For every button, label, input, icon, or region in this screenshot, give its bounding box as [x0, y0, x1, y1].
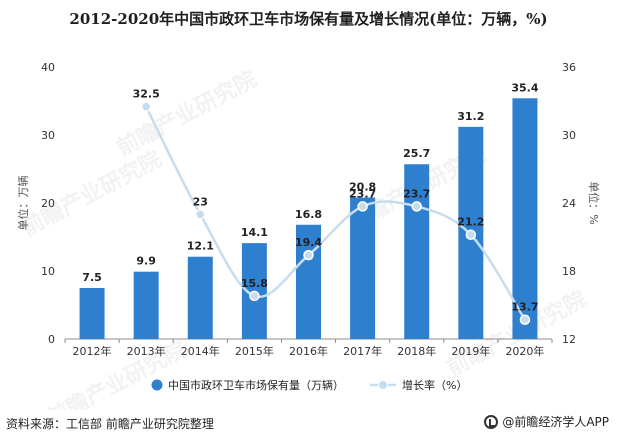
growth-rate-label: 19.4 — [295, 236, 322, 249]
y-tick-label: 10 — [41, 265, 55, 278]
bar — [350, 197, 376, 339]
bar-value-label: 20.8 — [349, 181, 376, 194]
x-tick-label: 2012年 — [73, 344, 112, 358]
source-note: 资料来源：工信部 前瞻产业研究院整理 — [6, 417, 214, 431]
watermark-text: 前瞻产业研究院 — [113, 66, 261, 161]
growth-rate-label: 23.7 — [403, 187, 430, 200]
y2-tick-label: 30 — [562, 129, 576, 142]
legend: 中国市政环卫车市场保有量（万辆） 增长率（%） — [151, 378, 467, 392]
x-tick-label: 2014年 — [181, 344, 220, 358]
line-series — [140, 101, 531, 325]
growth-rate-point — [357, 201, 368, 212]
y2-tick-label: 24 — [562, 197, 576, 210]
bar-value-label: 9.9 — [136, 255, 156, 268]
bar — [296, 224, 321, 339]
bar-value-label: 31.2 — [457, 110, 484, 123]
x-tick-label: 2020年 — [505, 344, 544, 358]
chart-title: 2012-2020年中国市政环卫车市场保有量及增长情况(单位：万辆，%) — [69, 10, 548, 28]
growth-rate-label: 23 — [193, 195, 208, 208]
growth-rate-point — [195, 209, 206, 220]
legend-bar-label: 中国市政环卫车市场保有量（万辆） — [168, 378, 344, 392]
growth-rate-point — [249, 290, 260, 302]
legend-line-label: 增长率（%） — [402, 378, 467, 392]
growth-rate-label: 32.5 — [133, 88, 160, 101]
x-tick-label: 2015年 — [235, 344, 274, 358]
y-axis-label: 单位：万辆 — [16, 176, 30, 231]
growth-rate-point — [519, 314, 531, 325]
bar-value-label: 14.1 — [241, 226, 268, 239]
y2-axis-label: 单位：% — [587, 181, 601, 224]
y2-tick-label: 12 — [562, 333, 576, 346]
x-tick-label: 2018年 — [397, 344, 436, 358]
growth-rate-label: 13.7 — [511, 301, 538, 314]
data-labels: 7.5 9.9 12.1 14.1 16.8 20.8 25.7 31.2 35.4 32.5 23… — [82, 81, 539, 313]
y-tick-label: 30 — [41, 129, 55, 142]
brand-credit: @前瞻经济学人APP — [484, 413, 609, 430]
bar — [512, 98, 538, 339]
chart: 前瞻产业研究院前瞻产业研究院前瞻产业研究院前瞻产业研究院前瞻产业研究院 0102… — [16, 61, 601, 410]
bar-value-label: 7.5 — [82, 271, 102, 284]
growth-rate-point — [303, 249, 314, 261]
legend-line-marker — [378, 380, 388, 390]
growth-rate-label: 23.7 — [349, 187, 376, 200]
bar — [79, 288, 105, 339]
y-tick-label: 0 — [48, 333, 55, 346]
y-tick-label: 40 — [41, 61, 55, 74]
growth-rate-label: 21.2 — [457, 216, 484, 229]
y2-tick-label: 36 — [562, 61, 576, 74]
x-tick-label: 2013年 — [127, 344, 166, 358]
brand-text: @前瞻经济学人APP — [502, 415, 609, 429]
legend-bar-swatch — [151, 379, 163, 391]
y-tick-label: 20 — [41, 197, 55, 210]
x-tick-label: 2016年 — [289, 344, 328, 358]
bar-value-label: 25.7 — [403, 147, 430, 160]
growth-rate-label: 15.8 — [241, 277, 268, 290]
bar-value-label: 12.1 — [187, 240, 214, 253]
bar-value-label: 35.4 — [511, 81, 538, 94]
bar — [133, 271, 159, 339]
bar — [404, 164, 430, 339]
bar-value-label: 16.8 — [295, 208, 322, 221]
growth-rate-point — [411, 201, 422, 212]
growth-rate-point — [140, 101, 152, 112]
x-tick-label: 2019年 — [451, 344, 490, 358]
watermark-text: 前瞻产业研究院 — [18, 146, 166, 241]
watermark-text: 前瞻产业研究院 — [43, 336, 191, 410]
growth-rate-point — [465, 229, 477, 240]
x-tick-label: 2017年 — [343, 344, 382, 358]
brand-logo-icon — [484, 414, 499, 429]
bar — [187, 256, 213, 339]
y2-tick-label: 18 — [562, 265, 576, 278]
